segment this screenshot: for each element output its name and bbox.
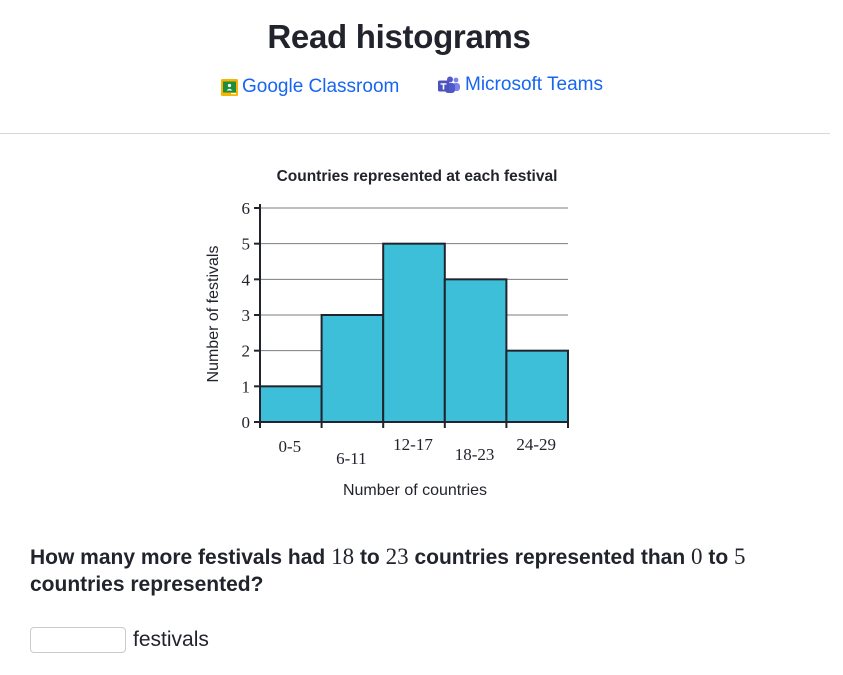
y-tick-label-4: 4 — [242, 270, 251, 289]
question-part-5: countries represented? — [30, 573, 264, 596]
microsoft-teams-link[interactable]: Microsoft Teams — [437, 74, 603, 96]
x-tick-label-0-5: 0-5 — [278, 437, 301, 456]
question-number-23: 23 — [385, 544, 409, 569]
bar-18-23 — [443, 278, 508, 423]
answer-unit-label: festivals — [133, 628, 209, 651]
x-tick-label-24-29: 24-29 — [516, 435, 556, 454]
google-classroom-label: Google Classroom — [242, 76, 400, 97]
answer-input[interactable] — [30, 627, 126, 653]
header-divider — [0, 133, 830, 134]
share-row: Google Classroom Microsoft Teams — [0, 74, 843, 102]
y-axis-label: Number of festivals — [205, 246, 222, 383]
bar-24-29 — [505, 349, 569, 424]
y-tick-label-2: 2 — [242, 342, 251, 361]
question-part-3: countries represented than — [408, 546, 692, 569]
answer-row: festivals — [30, 627, 209, 653]
question-part-2: to — [354, 546, 386, 569]
question-text: How many more festivals had 18 to 23 cou… — [30, 543, 820, 598]
page-title: Read histograms — [267, 18, 531, 55]
microsoft-teams-icon — [438, 76, 460, 93]
x-tick-label-18-23: 18-23 — [455, 445, 495, 464]
y-tick-label-6: 6 — [242, 199, 251, 218]
y-tick-label-3: 3 — [242, 306, 251, 325]
histogram-chart: Countries represented at each festival N… — [0, 150, 843, 510]
google-classroom-link[interactable]: Google Classroom — [221, 76, 399, 98]
question-part-4: to — [702, 546, 735, 569]
question-part-1: How many more festivals had — [30, 546, 332, 569]
x-tick-label-12-17: 12-17 — [393, 435, 433, 454]
bar-6-11 — [320, 314, 385, 423]
bar-12-17 — [382, 242, 446, 423]
x-tick-label-6-11: 6-11 — [336, 449, 367, 468]
microsoft-teams-label: Microsoft Teams — [465, 74, 603, 95]
y-tick-label-5: 5 — [242, 235, 251, 254]
chart-title: Countries represented at each festival — [277, 168, 558, 185]
question-number-18: 18 — [331, 544, 355, 569]
question-number-5: 5 — [734, 544, 746, 569]
question-number-0: 0 — [691, 544, 703, 569]
x-axis-label: Number of countries — [343, 482, 487, 499]
google-classroom-icon — [221, 78, 238, 96]
y-tick-label-1: 1 — [242, 377, 251, 396]
y-tick-label-0: 0 — [242, 413, 251, 432]
histogram-svg: Countries represented at each festival N… — [205, 168, 569, 499]
bar-0-5 — [259, 385, 323, 423]
